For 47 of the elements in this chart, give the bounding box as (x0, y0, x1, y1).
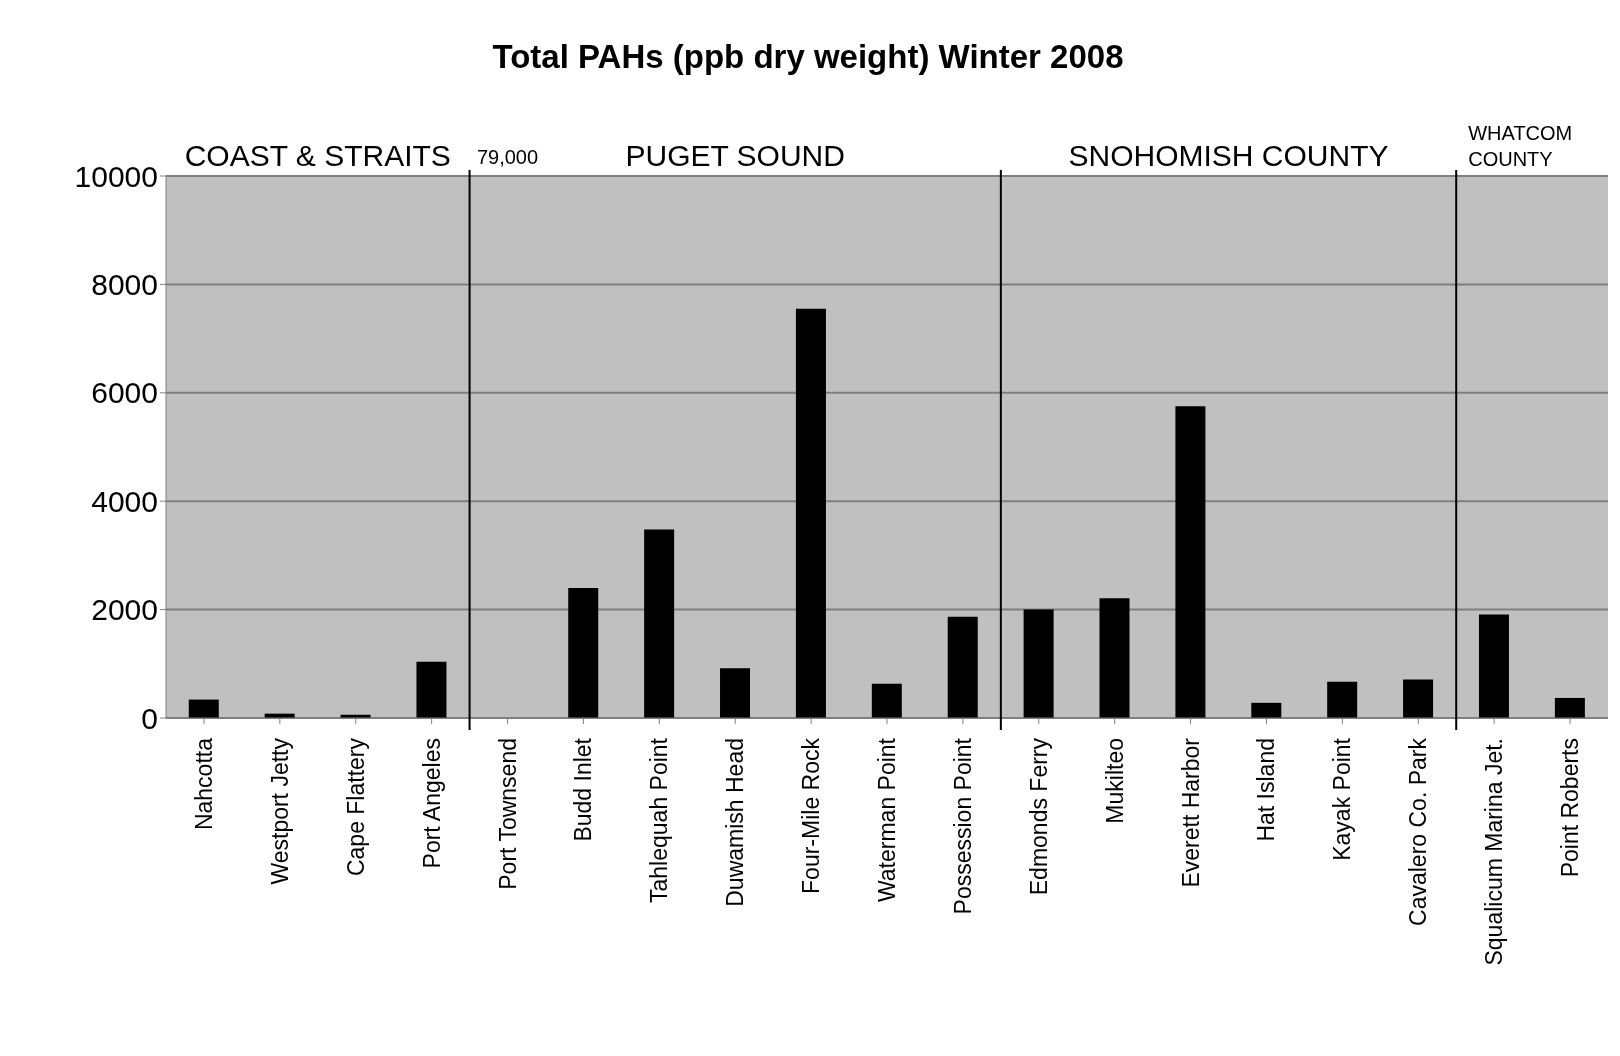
x-tick-label: Tahlequah Point (646, 737, 673, 903)
y-tick-label: 8000 (91, 268, 158, 302)
bar (1478, 614, 1509, 718)
x-tick-label: Duwamish Head (722, 738, 749, 907)
x-tick-label: Waterman Point (874, 737, 900, 903)
x-tick-label: Squalicum Marina Jet. (1481, 738, 1508, 966)
bar (1403, 679, 1434, 718)
text: 79,000 (476, 146, 539, 168)
bar (188, 699, 219, 718)
bar (416, 661, 447, 718)
bar (644, 529, 675, 718)
x-tick-label: Cape Flattery (342, 737, 369, 877)
x-tick-label: Westport Jetty (266, 737, 293, 885)
y-tick-label: 6000 (91, 376, 158, 410)
bar (568, 587, 599, 718)
x-tick-label: Possession Point (949, 737, 976, 915)
x-tick-label: Edmonds Ferry (1025, 737, 1052, 896)
band-label: SNOHOMISH COUNTY (1068, 139, 1389, 172)
bar (947, 616, 978, 718)
y-tick-label: 2000 (91, 593, 158, 627)
x-tick-label: Port Angeles (418, 738, 445, 869)
chart-title: Total PAHs (ppb dry weight) Winter 2008 (491, 38, 1125, 76)
band-label: PUGET SOUND (625, 139, 845, 172)
x-tick-label: Kayak Point (1329, 737, 1356, 861)
band-label: COAST & STRAITS (184, 139, 451, 172)
bar (1023, 609, 1054, 718)
x-tick-label: Nahcotta (190, 737, 217, 831)
x-tick-label: Port Townsend (494, 738, 521, 890)
y-tick-label: 10000 (74, 159, 158, 193)
bar (1554, 697, 1585, 718)
bar (1099, 598, 1130, 718)
bar (871, 683, 902, 718)
y-tick-label: 0 (141, 701, 158, 735)
bar (1175, 406, 1206, 718)
x-tick-label: Mukilteo (1101, 738, 1128, 824)
bar (795, 308, 826, 718)
bar (720, 668, 751, 718)
bar (1327, 681, 1358, 718)
x-tick-label: Point Roberts (1557, 738, 1584, 878)
x-tick-label: Hat Island (1253, 738, 1280, 842)
x-tick-label: Cavalero Co. Park (1405, 737, 1432, 926)
band-label: WHATCOM COUNTY (1468, 122, 1573, 170)
x-tick-label: Budd Inlet (570, 737, 597, 842)
bar (1251, 702, 1282, 718)
y-tick-label: 4000 (91, 484, 158, 518)
x-tick-label: Four-Mile Rock (798, 737, 825, 894)
x-tick-label: Everett Harbor (1177, 737, 1204, 888)
